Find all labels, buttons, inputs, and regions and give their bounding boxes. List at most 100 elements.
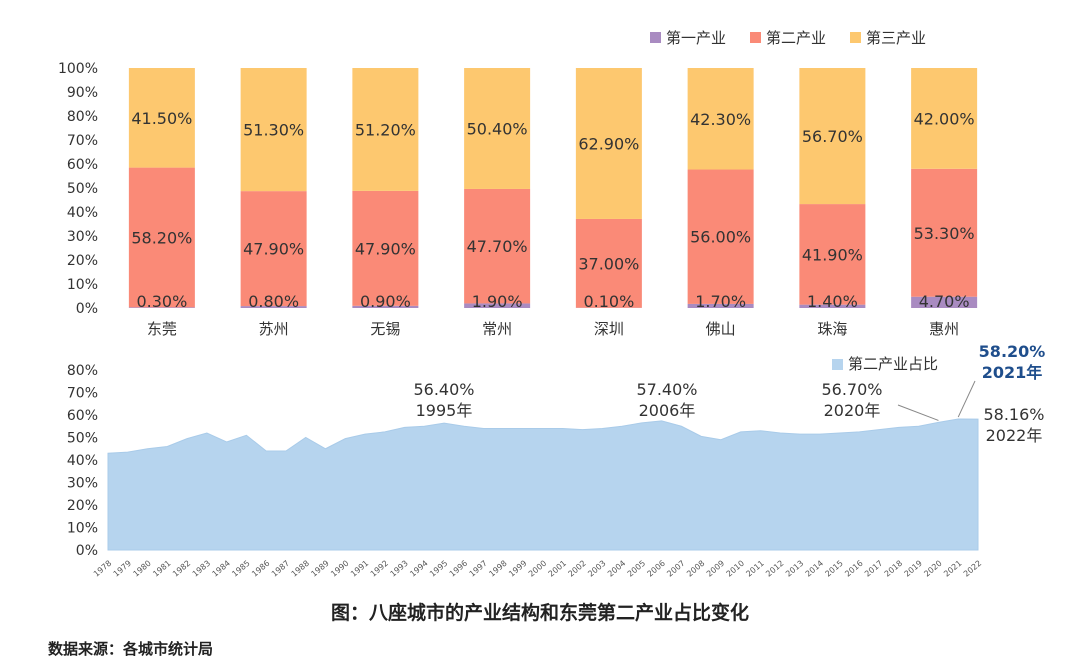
x-tick-label: 2005 <box>626 559 647 579</box>
annotation-value: 58.16% <box>983 405 1044 424</box>
bar-segment <box>575 218 642 308</box>
x-tick-label: 1995 <box>428 559 449 579</box>
data-label: 62.90% <box>578 134 639 153</box>
bar-segment <box>687 169 754 304</box>
x-tick-label: 2021 <box>942 559 963 579</box>
category-label: 无锡 <box>370 320 400 338</box>
x-tick-label: 1991 <box>349 559 370 579</box>
x-tick-label: 1998 <box>487 559 508 579</box>
x-tick-label: 1988 <box>290 559 311 579</box>
x-tick-label: 1983 <box>191 559 212 579</box>
x-tick-label: 2002 <box>566 559 587 579</box>
x-tick-label: 2009 <box>705 559 726 579</box>
annotation-leader-line <box>957 380 976 418</box>
x-tick-label: 1986 <box>250 559 271 579</box>
data-label: 41.50% <box>131 109 192 128</box>
dongguan-secondary-industry-area-chart: 0%10%20%30%40%50%60%70%80%19781979198019… <box>67 345 1045 579</box>
y-tick-label: 60% <box>67 157 98 173</box>
y-tick-label: 100% <box>58 61 98 77</box>
data-label: 51.30% <box>243 121 304 140</box>
x-tick-label: 1984 <box>211 559 232 579</box>
x-tick-label: 2001 <box>547 559 568 579</box>
data-label: 56.70% <box>802 127 863 146</box>
data-label: 47.90% <box>243 240 304 259</box>
category-label: 珠海 <box>817 320 847 338</box>
bar-segment <box>799 68 866 205</box>
x-tick-label: 2012 <box>764 559 785 579</box>
x-tick-label: 2014 <box>804 559 825 579</box>
y-tick-label: 0% <box>76 543 98 559</box>
data-label: 42.30% <box>690 110 751 129</box>
y-tick-label: 0% <box>76 301 98 317</box>
bar-segment <box>687 303 754 308</box>
legend-swatch <box>832 359 843 370</box>
x-tick-label: 1979 <box>112 559 133 579</box>
x-tick-label: 1982 <box>171 559 192 579</box>
x-tick-label: 2016 <box>843 559 864 579</box>
x-tick-label: 1980 <box>131 559 152 579</box>
data-label: 47.70% <box>467 237 528 256</box>
annotation-leader-line <box>897 404 939 421</box>
bar-segment <box>911 68 978 169</box>
bar-segment <box>911 296 978 308</box>
data-label: 47.90% <box>355 239 416 258</box>
x-tick-label: 2015 <box>823 559 844 579</box>
y-tick-label: 80% <box>67 109 98 125</box>
x-tick-label: 1992 <box>369 559 390 579</box>
y-tick-label: 70% <box>67 133 98 149</box>
x-tick-label: 2004 <box>606 559 627 579</box>
x-tick-label: 2020 <box>922 559 943 579</box>
data-label: 0.90% <box>360 292 411 311</box>
x-tick-label: 2007 <box>665 559 686 579</box>
data-label: 53.30% <box>914 224 975 243</box>
bar-segment <box>128 68 195 168</box>
x-tick-label: 2022 <box>962 559 983 579</box>
legend-swatch <box>750 32 761 43</box>
industry-structure-bar-chart: 0% 10% 20% 30% 40% 50% 60% 70% 80% 90% 100% 0.30% 58… <box>58 29 978 338</box>
data-label: 56.00% <box>690 228 751 247</box>
y-tick-label: 20% <box>67 498 98 514</box>
bar-segment <box>240 68 307 192</box>
y-tick-label: 10% <box>67 277 98 293</box>
bar-segment <box>799 304 866 308</box>
category-label: 佛山 <box>706 320 736 338</box>
y-tick-label: 90% <box>67 85 98 101</box>
legend-label: 第二产业 <box>766 29 826 47</box>
category-label: 苏州 <box>259 320 289 338</box>
annotation-value: 57.40% <box>636 380 697 399</box>
x-tick-label: 1981 <box>151 559 172 579</box>
y-tick-label: 30% <box>67 229 98 245</box>
annotation-value: 56.40% <box>413 380 474 399</box>
bar-segment <box>352 190 419 306</box>
x-tick-label: 1999 <box>507 559 528 579</box>
legend-label: 第二产业占比 <box>848 355 938 373</box>
data-label: 37.00% <box>578 254 639 273</box>
data-label: 42.00% <box>914 109 975 128</box>
annotation-year: 2006年 <box>639 401 696 420</box>
bar-segment <box>352 305 419 308</box>
figure-caption: 图：八座城市的产业结构和东莞第二产业占比变化 <box>330 602 749 624</box>
data-label: 0.30% <box>136 292 187 311</box>
x-tick-label: 2011 <box>744 559 765 579</box>
y-tick-label: 40% <box>67 205 98 221</box>
data-label: 0.10% <box>583 292 634 311</box>
x-tick-label: 1987 <box>270 559 291 579</box>
data-label: 4.70% <box>919 292 970 311</box>
x-tick-label: 2018 <box>883 559 904 579</box>
category-label: 常州 <box>482 320 512 338</box>
x-tick-label: 1990 <box>329 559 350 579</box>
bar-segment <box>464 68 531 189</box>
bar-segment <box>240 306 307 308</box>
x-tick-label: 2003 <box>586 559 607 579</box>
annotation-value: 56.70% <box>821 380 882 399</box>
data-label: 58.20% <box>131 228 192 247</box>
bar-segment <box>575 68 642 219</box>
y-tick-label: 50% <box>67 181 98 197</box>
y-tick-label: 40% <box>67 453 98 469</box>
data-label: 1.40% <box>807 292 858 311</box>
category-label: 深圳 <box>594 320 624 338</box>
area-series <box>107 418 979 551</box>
bar-segment <box>128 167 195 308</box>
x-tick-label: 1997 <box>468 559 489 579</box>
category-label: 惠州 <box>929 320 959 338</box>
